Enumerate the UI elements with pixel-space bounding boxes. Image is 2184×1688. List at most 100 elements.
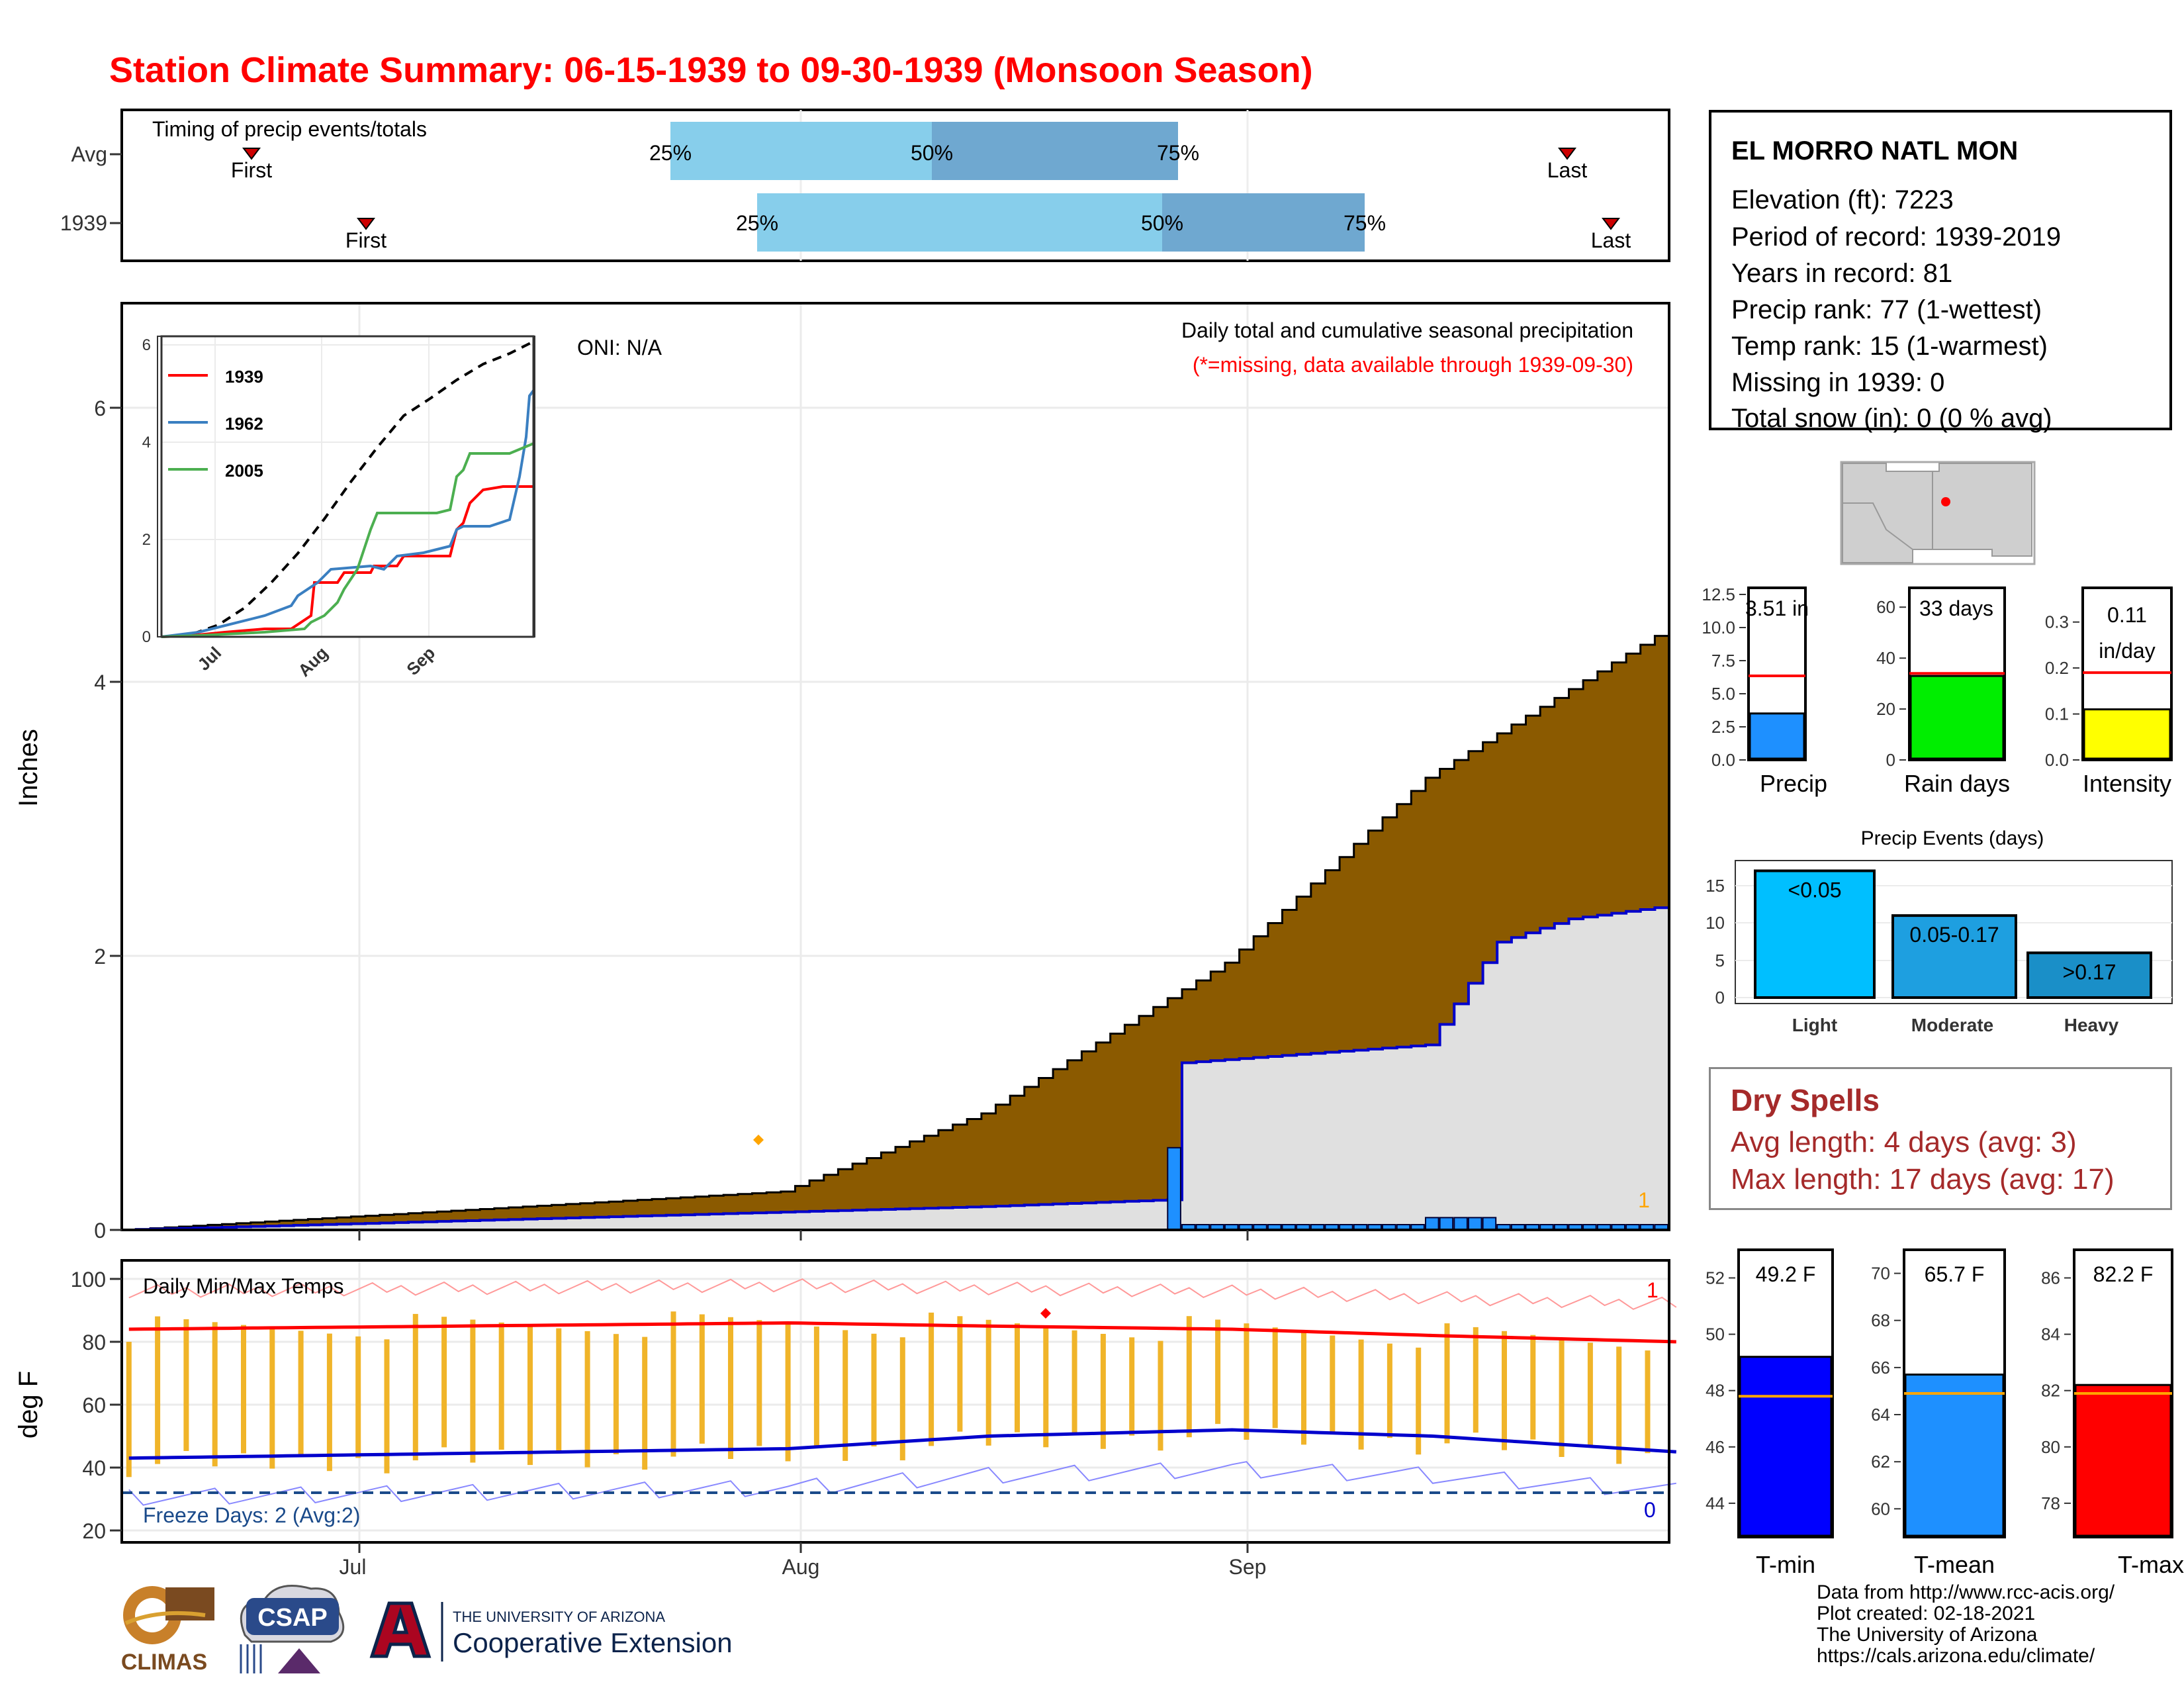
timing-title: Timing of precip events/totals: [152, 117, 427, 141]
tmin-label: T-min: [1756, 1551, 1815, 1578]
record-min-line: [128, 1461, 1676, 1506]
credits: Data from http://www.rcc-acis.org/ Plot …: [1817, 1582, 2115, 1667]
tmax-label: T-max: [2118, 1551, 2184, 1578]
main-count-label: 1: [1638, 1188, 1650, 1212]
timing-1939-last: Last: [1591, 228, 1631, 252]
tmin-bar: [1739, 1356, 1833, 1537]
daily-temp-bar: [269, 1327, 275, 1469]
station-precip-rank: Precip rank: 77 (1-wettest): [1731, 295, 2042, 324]
intensity-bar: [2083, 708, 2171, 760]
temp-ylabel: deg F: [14, 1371, 43, 1438]
events-ytick: 15: [1706, 876, 1725, 896]
temp-bar-ytick: 50: [1706, 1325, 1725, 1344]
temp-bar-ytick: 84: [2041, 1325, 2060, 1344]
climas-logo-text: CLIMAS: [121, 1650, 207, 1675]
xtick-jul: Jul: [340, 1555, 367, 1579]
mini-ytick: 5.0: [1711, 684, 1735, 704]
daily-temp-bar: [126, 1342, 132, 1477]
main-precip-chart: ONI: N/A Daily total and cumulative seas…: [14, 302, 1670, 1243]
mini-ytick: 10.0: [1702, 618, 1735, 637]
mini-ytick: 0.3: [2045, 612, 2069, 632]
daily-temp-bar: [1100, 1334, 1106, 1449]
daily-temp-bar: [584, 1331, 590, 1468]
mini-ytick: 0.2: [2045, 658, 2069, 678]
intensity-value: 0.11: [2107, 603, 2147, 627]
main-missing-note: (*=missing, data available through 1939-…: [1193, 353, 1633, 377]
temp-ytick: 20: [82, 1519, 106, 1543]
oni-label: ONI: N/A: [577, 336, 662, 359]
timing-avg-last: Last: [1547, 158, 1588, 182]
dry-spells-box: Dry Spells Avg length: 4 days (avg: 3) M…: [1709, 1067, 2172, 1210]
daily-temp-bar: [1158, 1340, 1163, 1451]
inset-1962-line: [161, 389, 535, 638]
intensity-label: Intensity: [2083, 770, 2171, 797]
mini-ytick: 0: [1886, 750, 1895, 770]
temp-chart-title: Daily Min/Max Temps: [143, 1274, 343, 1298]
daily-temp-bar: [670, 1311, 676, 1457]
1939-last-marker-icon: [1602, 218, 1620, 230]
daily-precip-bar: [1425, 1217, 1439, 1231]
daily-temp-bar: [1530, 1335, 1536, 1440]
inset-chart: 1939 1962 2005 0 2 4 6 Jul Aug Sep: [142, 335, 535, 680]
inset-legend-1962: 1962: [225, 414, 263, 434]
temp-bar-tmax: 82.2 F T-max 78 80 82 84 86: [2041, 1248, 2184, 1578]
daily-temp-bar: [756, 1320, 762, 1446]
inset-ytick: 0: [142, 628, 151, 646]
tmax-value: 82.2 F: [2093, 1262, 2154, 1286]
mini-ytick: 40: [1876, 648, 1895, 668]
events-xtick-moderate: Moderate: [1911, 1015, 1993, 1035]
daily-temp-bar: [1502, 1331, 1507, 1450]
temp-bar-ytick: 46: [1706, 1437, 1725, 1457]
daily-temp-bar: [155, 1316, 161, 1464]
ua-a-icon: [369, 1601, 432, 1658]
mini-ytick: 12.5: [1702, 585, 1735, 604]
timing-avg-75: 75%: [1157, 141, 1199, 165]
csap-logo-text: CSAP: [257, 1604, 328, 1632]
daily-temp-bar: [1387, 1343, 1392, 1438]
temp-bar-tmin: 49.2 F T-min 44 46 48 50 52: [1706, 1248, 1834, 1578]
avg-last-marker-icon: [1558, 148, 1576, 160]
daily-temp-bar: [1071, 1330, 1077, 1434]
events-xtick-heavy: Heavy: [2064, 1015, 2119, 1035]
station-elevation: Elevation (ft): 7223: [1731, 185, 1954, 214]
temp-bar-tmean: 65.7 F T-mean 60 62 64 66 68 70: [1871, 1248, 2006, 1578]
rain-days-value: 33 days: [1919, 596, 1993, 620]
temp-bar-ytick: 66: [1871, 1358, 1890, 1378]
daily-temp-bar: [470, 1319, 476, 1463]
daily-temp-bar: [527, 1325, 533, 1466]
inset-legend-2005: 2005: [225, 461, 263, 481]
rain-days-label: Rain days: [1904, 770, 2010, 797]
mini-ytick: 0.0: [1711, 750, 1735, 770]
temp-bar-ytick: 68: [1871, 1311, 1890, 1331]
tmax-bar: [2074, 1383, 2172, 1537]
record-marker-icon: [1040, 1308, 1051, 1319]
temp-ytick: 80: [82, 1331, 106, 1354]
mini-ytick: 60: [1876, 597, 1895, 617]
daily-temp-bar: [1587, 1342, 1593, 1446]
temp-ytick: 40: [82, 1456, 106, 1480]
avg-first-marker-icon: [242, 148, 261, 160]
timing-row-1939-label: 1939: [60, 211, 107, 235]
page-title: Station Climate Summary: 06-15-1939 to 0…: [109, 50, 1313, 90]
1939-first-marker-icon: [357, 218, 375, 230]
average-max-line: [128, 1321, 1676, 1344]
timing-panel: Timing of precip events/totals Avg 1939 …: [60, 109, 1670, 262]
daily-temp-bar: [785, 1323, 791, 1462]
ua-line1: THE UNIVERSITY OF ARIZONA: [453, 1609, 665, 1625]
temp-bottom-count: 0: [1644, 1498, 1656, 1522]
temperature-chart: Daily Min/Max Temps Freeze Days: 2 (Avg:…: [14, 1259, 1677, 1579]
daily-temp-bar: [441, 1317, 447, 1448]
location-map: [1840, 461, 2036, 565]
record-max-line: [128, 1278, 1677, 1310]
xtick-aug: Aug: [782, 1555, 820, 1579]
daily-precip-bar: [1482, 1217, 1497, 1231]
temp-bar-ytick: 60: [1871, 1499, 1890, 1519]
daily-temp-bar: [1043, 1327, 1049, 1448]
events-ytick: 5: [1715, 951, 1725, 970]
daily-temp-bar: [1473, 1327, 1479, 1433]
inset-2005-line: [161, 442, 534, 638]
daily-temp-bar: [498, 1322, 504, 1450]
mini-ytick: 0.0: [2045, 750, 2069, 770]
tmin-value: 49.2 F: [1756, 1262, 1816, 1286]
daily-temp-bar: [1186, 1316, 1192, 1438]
